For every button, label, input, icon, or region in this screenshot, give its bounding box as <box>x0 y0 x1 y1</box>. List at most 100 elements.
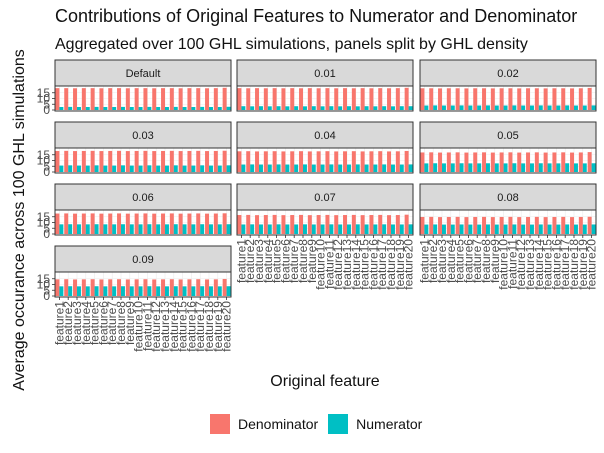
bar-denominator <box>543 88 548 110</box>
x-axis-label: Original feature <box>270 373 380 390</box>
bar-numerator <box>267 224 272 234</box>
bar-numerator <box>521 224 526 234</box>
bar-numerator <box>121 165 125 172</box>
bar-numerator <box>591 163 596 172</box>
bar-denominator <box>508 88 513 110</box>
bar-denominator <box>446 216 451 234</box>
bar-numerator <box>129 286 134 296</box>
bar-numerator <box>565 163 570 172</box>
bar-denominator <box>108 88 113 110</box>
bar-denominator <box>205 88 209 110</box>
bar-denominator <box>369 151 374 172</box>
bar-denominator <box>387 88 391 110</box>
bar-numerator <box>200 224 205 234</box>
x-tick-label: feature8 <box>296 239 310 283</box>
bar-denominator <box>55 279 60 296</box>
x-tick-label: feature5 <box>270 239 284 283</box>
bar-numerator <box>85 107 90 110</box>
x-tick-label: feature2 <box>426 239 440 283</box>
legend-item-denominator: Denominator <box>210 414 318 434</box>
bar-numerator <box>355 224 360 234</box>
bar-denominator <box>464 152 469 172</box>
bar-denominator <box>222 213 227 234</box>
bar-denominator <box>552 152 557 172</box>
x-tick-label: feature19 <box>211 301 225 352</box>
bar-numerator <box>94 165 99 172</box>
bar-numerator <box>85 165 90 172</box>
bar-numerator <box>512 163 517 172</box>
bar-denominator <box>73 88 77 110</box>
bar-denominator <box>499 88 504 110</box>
bar-numerator <box>77 286 81 296</box>
bar-numerator <box>112 107 117 110</box>
x-tick-label: feature20 <box>585 239 599 290</box>
bar-numerator <box>129 165 134 172</box>
bar-denominator <box>534 88 539 110</box>
bar-denominator <box>343 151 347 172</box>
x-tick-label: feature6 <box>278 239 292 283</box>
bar-numerator <box>226 286 231 296</box>
bar-denominator <box>152 279 157 296</box>
bar-denominator <box>255 151 259 172</box>
bar-denominator <box>64 88 69 110</box>
bar-numerator <box>267 164 272 172</box>
y-tick-label: 5 <box>43 283 50 297</box>
bar-numerator <box>156 165 161 172</box>
bar-numerator <box>182 286 187 296</box>
bar-numerator <box>241 224 246 234</box>
x-tick-label: feature8 <box>479 239 493 283</box>
bar-denominator <box>178 88 183 110</box>
bar-denominator <box>351 214 356 234</box>
bar-numerator <box>138 107 143 110</box>
bar-numerator <box>382 106 387 110</box>
bar-denominator <box>272 151 277 172</box>
panel-strip <box>236 183 414 211</box>
bar-numerator <box>521 105 526 110</box>
bar-numerator <box>59 286 64 296</box>
bar-denominator <box>534 152 539 172</box>
bar-denominator <box>263 215 268 234</box>
bar-numerator <box>68 286 73 296</box>
x-tick-label: feature7 <box>470 239 484 283</box>
bar-denominator <box>281 215 286 234</box>
panel-0.09: 0.09051015feature1feature2feature3featur… <box>37 245 234 352</box>
bar-denominator <box>222 87 227 110</box>
bar-denominator <box>404 87 409 110</box>
bar-denominator <box>117 213 121 234</box>
x-tick-label: feature13 <box>340 239 354 290</box>
bar-denominator <box>378 88 383 110</box>
bar-denominator <box>473 88 478 110</box>
bar-numerator <box>138 224 143 234</box>
bar-denominator <box>169 150 174 172</box>
bar-denominator <box>290 215 295 234</box>
bar-denominator <box>117 279 121 296</box>
bar-numerator <box>591 224 596 234</box>
bar-numerator <box>477 105 482 110</box>
panel-0.05: 0.05 <box>419 121 597 174</box>
bar-numerator <box>574 163 578 172</box>
bar-denominator <box>99 279 104 296</box>
bar-denominator <box>438 88 442 110</box>
bar-numerator <box>512 105 517 110</box>
bar-denominator <box>125 88 130 110</box>
bar-denominator <box>222 278 227 296</box>
bar-numerator <box>424 105 429 110</box>
bar-numerator <box>373 106 378 110</box>
panel-strip-label: 0.05 <box>497 130 518 142</box>
bar-numerator <box>565 224 570 234</box>
bar-numerator <box>574 105 578 110</box>
bar-denominator <box>378 214 383 234</box>
bar-numerator <box>538 163 543 172</box>
bar-denominator <box>369 88 374 110</box>
bar-numerator <box>121 224 125 234</box>
x-tick-label: feature13 <box>158 301 172 352</box>
x-tick-label: feature17 <box>375 239 389 290</box>
panel-0.01: 0.01 <box>236 59 414 112</box>
bar-numerator <box>156 107 161 110</box>
bar-numerator <box>94 286 99 296</box>
bar-denominator <box>578 88 583 110</box>
bar-denominator <box>205 279 209 296</box>
bar-numerator <box>364 106 369 110</box>
bar-denominator <box>299 214 303 234</box>
bar-numerator <box>191 286 196 296</box>
